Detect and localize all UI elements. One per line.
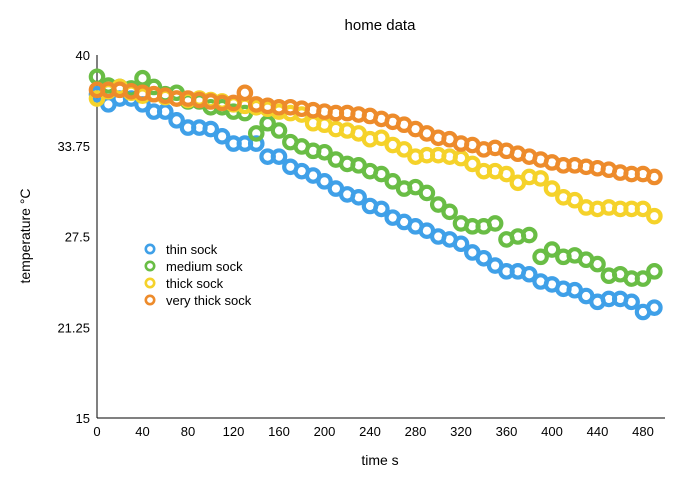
x-tick-label: 280 [405, 424, 427, 439]
x-tick-label: 320 [450, 424, 472, 439]
data-point [623, 293, 640, 311]
data-point [373, 165, 390, 183]
data-point [134, 69, 151, 87]
x-axis-ticks: 0 40 80 120 160 200 240 280 320 360 400 440 480 [93, 424, 653, 439]
data-point [225, 94, 242, 112]
y-tick-label: 33.75 [57, 139, 90, 154]
x-tick-label: 80 [181, 424, 195, 439]
y-tick-label: 21.25 [57, 320, 90, 335]
data-point [646, 168, 663, 186]
data-point [520, 226, 538, 244]
data-point [316, 173, 333, 190]
data-point [498, 165, 515, 183]
series-very-thick-sock [88, 81, 663, 186]
chart-title: home data [345, 17, 417, 34]
data-point [475, 249, 493, 267]
data-point [532, 170, 549, 187]
x-tick-label: 400 [541, 424, 563, 439]
data-point [202, 120, 220, 138]
x-tick-label: 200 [314, 424, 336, 439]
y-axis-label: temperature °C [17, 188, 33, 283]
data-point [520, 265, 538, 283]
data-point [634, 270, 652, 287]
x-tick-label: 0 [93, 424, 100, 439]
legend-marker [144, 294, 156, 306]
data-point [395, 141, 413, 158]
data-point [247, 135, 265, 152]
data-point [429, 196, 447, 213]
data-point [384, 173, 402, 190]
data-point [270, 148, 288, 165]
data-point [213, 128, 231, 145]
legend-marker [144, 260, 156, 272]
legend-entry: thick sock [166, 276, 224, 291]
data-point [543, 241, 561, 258]
data-point [646, 299, 663, 316]
x-tick-label: 160 [268, 424, 290, 439]
x-tick-label: 480 [632, 424, 654, 439]
data-point [589, 255, 606, 273]
data-series [88, 68, 663, 321]
y-tick-label: 27.5 [65, 230, 90, 245]
x-tick-label: 120 [223, 424, 245, 439]
data-point [156, 103, 174, 120]
data-point [634, 200, 652, 218]
legend-entry: medium sock [166, 259, 243, 274]
legend-marker [144, 277, 156, 289]
data-point [646, 263, 663, 280]
data-point [418, 184, 436, 202]
data-point [350, 188, 367, 206]
legend-entry: thin sock [166, 242, 218, 257]
data-point [464, 155, 481, 173]
data-point [373, 200, 390, 218]
x-axis-label: time s [361, 452, 398, 468]
x-tick-label: 240 [359, 424, 381, 439]
data-point [441, 203, 458, 221]
data-point [452, 235, 470, 253]
data-point [88, 90, 106, 107]
data-point [373, 129, 390, 147]
legend-marker [144, 243, 156, 255]
data-point [270, 122, 288, 139]
y-tick-label: 15 [76, 411, 90, 426]
data-point [259, 114, 276, 132]
y-tick-label: 40 [76, 48, 90, 63]
data-point [316, 143, 333, 161]
legend: thin sock medium sock thick sock very thick… [144, 242, 252, 308]
x-tick-label: 360 [496, 424, 518, 439]
legend-entry: very thick sock [166, 293, 252, 308]
data-point [566, 191, 584, 209]
data-point [543, 180, 561, 197]
x-tick-label: 40 [135, 424, 149, 439]
data-point [486, 215, 504, 232]
data-point [236, 84, 254, 102]
data-point [247, 125, 265, 142]
x-tick-label: 440 [587, 424, 609, 439]
data-point [646, 207, 663, 225]
y-axis-ticks: 15 21.25 27.5 33.75 40 [57, 48, 90, 426]
data-point [168, 112, 185, 129]
data-point [532, 248, 549, 266]
